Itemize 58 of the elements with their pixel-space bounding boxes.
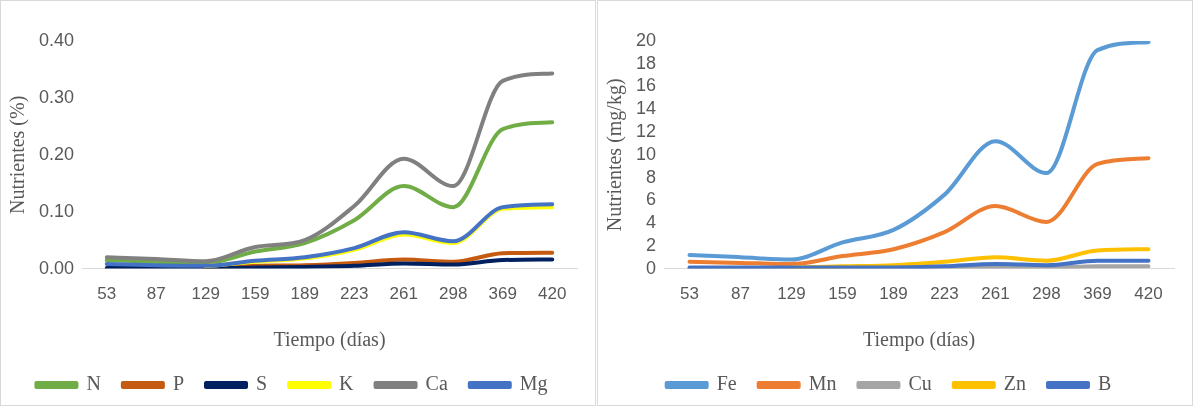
line-series bbox=[104, 71, 555, 264]
x-tick-label: 369 bbox=[1083, 284, 1112, 304]
x-tick-label: 87 bbox=[146, 284, 166, 304]
legend-label: Zn bbox=[1003, 372, 1026, 395]
y-tick-label: 4 bbox=[646, 212, 657, 233]
x-tick-label: 53 bbox=[97, 284, 117, 304]
y-tick-label: 16 bbox=[635, 75, 657, 96]
x-tick-label: 223 bbox=[340, 284, 369, 304]
legend-label: K bbox=[339, 372, 355, 395]
x-tick-label: 189 bbox=[290, 284, 319, 304]
y-tick-label: 20 bbox=[635, 29, 657, 50]
x-tick-label: 261 bbox=[389, 284, 418, 304]
y-tick-label: 12 bbox=[635, 121, 657, 142]
line-series bbox=[687, 258, 1151, 269]
x-tick-label: 87 bbox=[731, 284, 750, 304]
x-tick-label: 159 bbox=[828, 284, 857, 304]
x-tick-label: 159 bbox=[241, 284, 270, 304]
legend-label: B bbox=[1098, 372, 1112, 395]
legend-label: Cu bbox=[908, 372, 932, 395]
x-axis-title: Tiempo (días) bbox=[862, 328, 976, 352]
legend-label: Ca bbox=[425, 372, 448, 395]
y-tick-label: 0.20 bbox=[38, 143, 75, 164]
line-series bbox=[687, 156, 1151, 267]
x-tick-label: 298 bbox=[1032, 284, 1061, 304]
legend-label: Mg bbox=[519, 372, 548, 396]
y-tick-label: 0.10 bbox=[38, 200, 75, 221]
y-tick-label: 0.40 bbox=[38, 29, 75, 50]
legend-label: Mn bbox=[808, 372, 837, 395]
y-tick-label: 18 bbox=[635, 52, 657, 73]
legend-label: S bbox=[256, 372, 268, 395]
x-tick-label: 369 bbox=[488, 284, 517, 304]
y-tick-label: 8 bbox=[646, 166, 657, 187]
y-tick-label: 2 bbox=[646, 234, 657, 255]
x-tick-label: 420 bbox=[538, 284, 567, 304]
line-series bbox=[104, 257, 555, 269]
x-tick-label: 223 bbox=[930, 284, 959, 304]
x-tick-label: 261 bbox=[981, 284, 1010, 304]
x-tick-label: 420 bbox=[1134, 284, 1163, 304]
line-series bbox=[687, 41, 1151, 262]
x-tick-label: 129 bbox=[191, 284, 220, 304]
y-tick-label: 0 bbox=[646, 257, 657, 278]
y-tick-label: 14 bbox=[635, 98, 657, 119]
line-series bbox=[104, 120, 555, 265]
legend-label: Fe bbox=[716, 372, 737, 395]
x-tick-label: 189 bbox=[879, 284, 908, 304]
x-axis-title: Tiempo (días) bbox=[273, 328, 386, 352]
y-axis-title: Nutrientes (%) bbox=[6, 95, 30, 214]
y-tick-label: 0.00 bbox=[38, 257, 75, 278]
line-series bbox=[104, 202, 555, 268]
x-tick-label: 129 bbox=[777, 284, 806, 304]
legend-label: N bbox=[86, 372, 101, 395]
y-tick-label: 0.30 bbox=[38, 86, 75, 107]
y-tick-label: 6 bbox=[646, 189, 657, 210]
y-tick-label: 10 bbox=[635, 143, 657, 164]
legend-label: P bbox=[172, 372, 184, 395]
x-tick-label: 298 bbox=[439, 284, 468, 304]
x-tick-label: 53 bbox=[680, 284, 699, 304]
y-axis-title: Nutrientes (mg/kg) bbox=[603, 78, 627, 232]
